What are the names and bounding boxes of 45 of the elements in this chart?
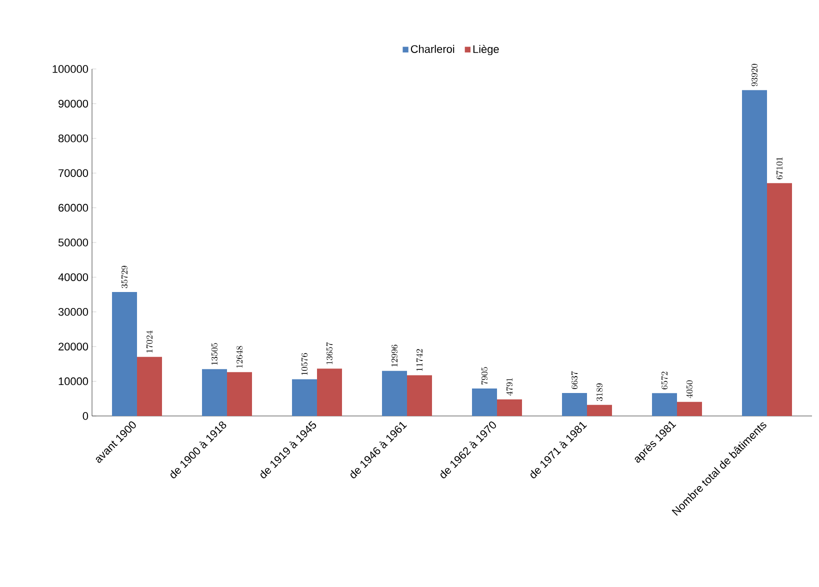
y-tick-label: 60000 [58, 204, 88, 212]
data-label: 11742 [416, 349, 423, 371]
data-label: 4050 [686, 380, 693, 398]
bar [407, 375, 432, 416]
data-label: 67101 [776, 157, 783, 180]
bar [382, 370, 408, 416]
y-tick-label: 20000 [58, 342, 88, 350]
bar [767, 183, 792, 416]
data-label: 93920 [751, 64, 758, 86]
bar [317, 368, 342, 416]
data-label: 13505 [211, 343, 218, 365]
data-label: 13657 [326, 342, 333, 364]
y-tick-label: 40000 [58, 273, 88, 282]
data-label: 12996 [391, 344, 398, 367]
data-label: 7905 [481, 367, 488, 385]
y-tick-label: 70000 [58, 169, 88, 177]
y-tick-label: 50000 [58, 238, 88, 246]
bar [137, 356, 162, 416]
y-tick-label: 10000 [58, 377, 88, 386]
bar [497, 399, 522, 416]
bar [677, 402, 702, 416]
bar [742, 90, 768, 416]
data-label: 4791 [506, 378, 513, 396]
bar [472, 388, 498, 416]
bar [112, 292, 138, 416]
y-tick-label: 0 [82, 412, 88, 420]
data-label: 35729 [121, 266, 128, 288]
data-label: 6637 [571, 371, 578, 390]
bar [652, 393, 677, 416]
bar [202, 369, 228, 416]
legend-label: Charleroi [410, 44, 454, 53]
data-label: 12648 [236, 346, 243, 368]
legend-label: Liège [473, 44, 499, 56]
y-tick-label: 30000 [58, 308, 88, 316]
data-label: 6572 [661, 372, 668, 390]
y-tick-label: 80000 [58, 134, 88, 142]
y-tick-label: 90000 [58, 100, 88, 108]
y-tick-label: 100000 [52, 65, 88, 73]
data-label: 17024 [146, 330, 153, 353]
bar [227, 372, 252, 416]
bar [587, 404, 612, 416]
data-label: 10576 [301, 353, 308, 375]
data-label: 3189 [596, 383, 603, 402]
bar [562, 392, 588, 416]
bar [292, 379, 318, 416]
